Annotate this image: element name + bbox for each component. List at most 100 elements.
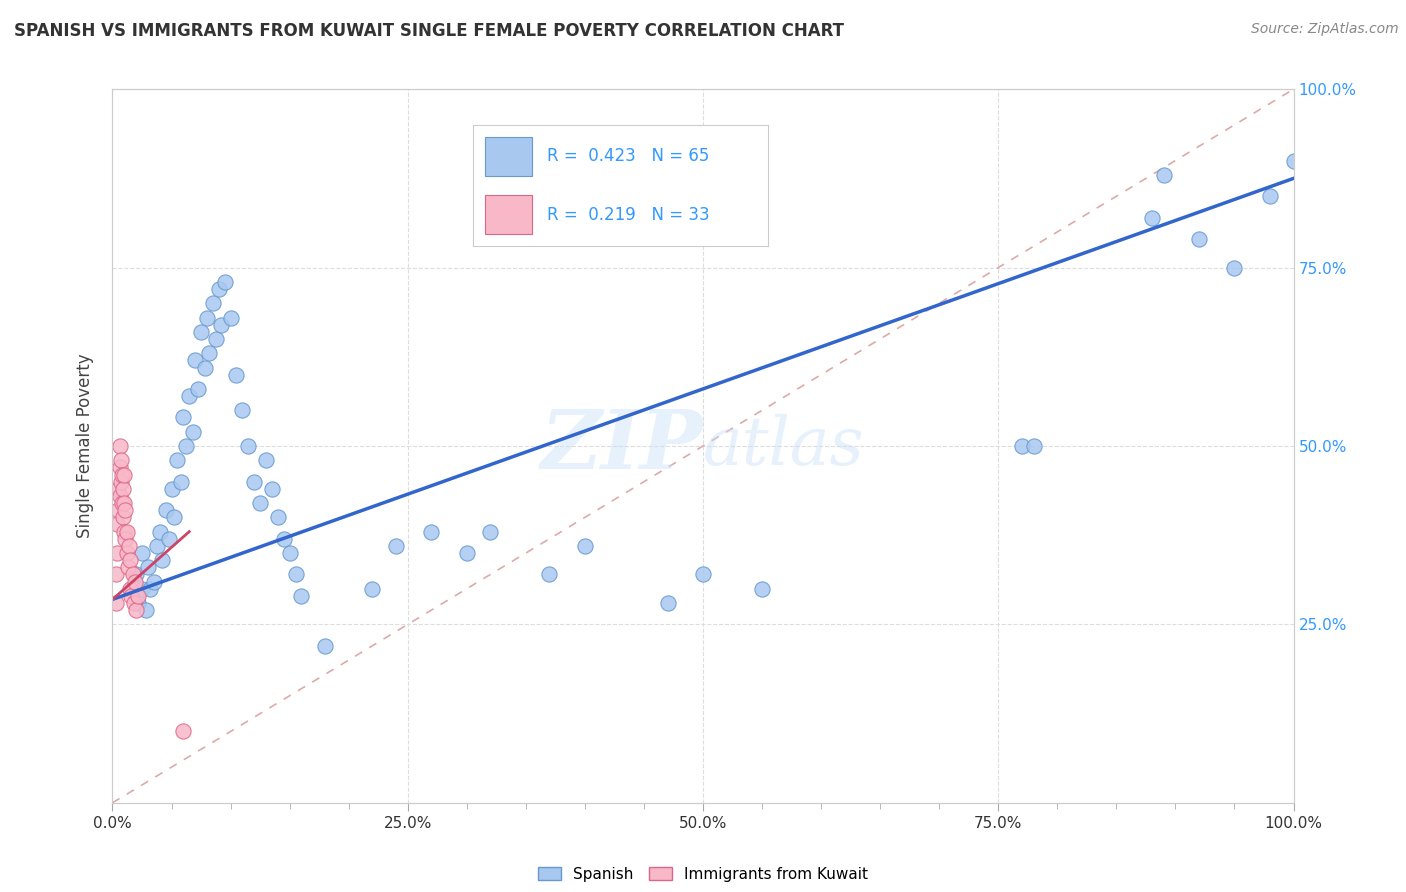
Point bbox=[163, 510, 186, 524]
Point bbox=[361, 582, 384, 596]
Point bbox=[139, 582, 162, 596]
Point bbox=[105, 546, 128, 560]
Point bbox=[108, 460, 131, 475]
Point bbox=[181, 425, 204, 439]
Point bbox=[107, 482, 129, 496]
Point bbox=[1282, 153, 1305, 168]
Point bbox=[172, 410, 194, 425]
Point bbox=[1153, 168, 1175, 182]
Point bbox=[120, 582, 142, 596]
Text: atlas: atlas bbox=[703, 413, 865, 479]
Point bbox=[186, 382, 208, 396]
Point bbox=[249, 496, 271, 510]
Point bbox=[194, 360, 217, 375]
Point bbox=[284, 567, 307, 582]
Point bbox=[112, 496, 135, 510]
Point bbox=[108, 489, 131, 503]
Point bbox=[135, 603, 157, 617]
Point bbox=[198, 346, 221, 360]
Point bbox=[751, 582, 773, 596]
Point bbox=[105, 596, 128, 610]
Point bbox=[108, 439, 131, 453]
Point bbox=[120, 589, 142, 603]
Point bbox=[260, 482, 283, 496]
Point bbox=[170, 475, 193, 489]
Point bbox=[107, 503, 129, 517]
Point bbox=[574, 539, 596, 553]
Point bbox=[124, 574, 146, 589]
Point bbox=[146, 539, 169, 553]
Point bbox=[114, 503, 136, 517]
Point bbox=[314, 639, 336, 653]
Point bbox=[420, 524, 443, 539]
Point bbox=[150, 553, 173, 567]
Point bbox=[112, 482, 135, 496]
Point bbox=[110, 453, 132, 467]
Point bbox=[112, 510, 135, 524]
Point bbox=[243, 475, 266, 489]
Text: ZIP: ZIP bbox=[540, 406, 703, 486]
Point bbox=[131, 582, 153, 596]
Point bbox=[105, 517, 128, 532]
Point bbox=[120, 553, 142, 567]
Point bbox=[112, 524, 135, 539]
Point bbox=[111, 467, 134, 482]
Point bbox=[1011, 439, 1033, 453]
Point bbox=[254, 453, 277, 467]
Point bbox=[1223, 260, 1246, 275]
Point bbox=[115, 546, 138, 560]
Point bbox=[273, 532, 295, 546]
Point bbox=[209, 318, 232, 332]
Point bbox=[112, 467, 135, 482]
Text: SPANISH VS IMMIGRANTS FROM KUWAIT SINGLE FEMALE POVERTY CORRELATION CHART: SPANISH VS IMMIGRANTS FROM KUWAIT SINGLE… bbox=[14, 22, 844, 40]
Point bbox=[166, 453, 188, 467]
Legend: Spanish, Immigrants from Kuwait: Spanish, Immigrants from Kuwait bbox=[531, 861, 875, 888]
Point bbox=[267, 510, 290, 524]
Y-axis label: Single Female Poverty: Single Female Poverty bbox=[76, 354, 94, 538]
Point bbox=[115, 524, 138, 539]
Point bbox=[149, 524, 172, 539]
Point bbox=[105, 567, 128, 582]
Point bbox=[125, 589, 148, 603]
Point bbox=[142, 574, 165, 589]
Point bbox=[657, 596, 679, 610]
Point bbox=[160, 482, 183, 496]
Point bbox=[456, 546, 478, 560]
Point bbox=[157, 532, 180, 546]
Point bbox=[385, 539, 408, 553]
Point bbox=[125, 603, 148, 617]
Point bbox=[290, 589, 312, 603]
Text: Source: ZipAtlas.com: Source: ZipAtlas.com bbox=[1251, 22, 1399, 37]
Point bbox=[174, 439, 197, 453]
Point bbox=[208, 282, 231, 296]
Point bbox=[1188, 232, 1211, 246]
Point bbox=[195, 310, 218, 325]
Point bbox=[479, 524, 502, 539]
Point bbox=[214, 275, 236, 289]
Point bbox=[1022, 439, 1045, 453]
Point bbox=[127, 596, 149, 610]
Point bbox=[155, 503, 177, 517]
Point bbox=[205, 332, 228, 346]
Point bbox=[122, 596, 145, 610]
Point bbox=[114, 532, 136, 546]
Point bbox=[201, 296, 224, 310]
Point bbox=[179, 389, 201, 403]
Point bbox=[190, 325, 212, 339]
Point bbox=[117, 560, 139, 574]
Point bbox=[1140, 211, 1163, 225]
Point bbox=[125, 567, 148, 582]
Point bbox=[231, 403, 253, 417]
Point bbox=[127, 589, 149, 603]
Point bbox=[121, 567, 143, 582]
Point bbox=[172, 724, 194, 739]
Point bbox=[278, 546, 301, 560]
Point bbox=[136, 560, 159, 574]
Point bbox=[1258, 189, 1281, 203]
Point bbox=[225, 368, 247, 382]
Point bbox=[131, 546, 153, 560]
Point bbox=[184, 353, 207, 368]
Point bbox=[538, 567, 561, 582]
Point bbox=[118, 539, 141, 553]
Point bbox=[692, 567, 714, 582]
